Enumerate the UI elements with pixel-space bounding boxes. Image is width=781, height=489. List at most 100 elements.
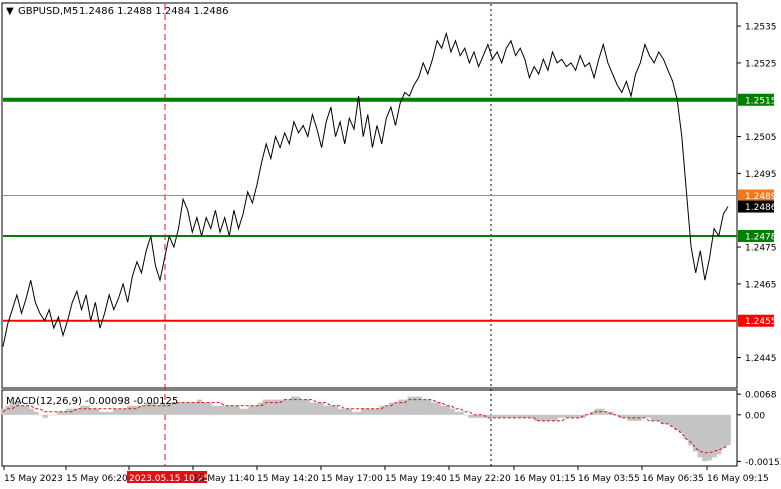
macd-histogram-bar xyxy=(692,414,698,452)
macd-histogram-bar xyxy=(398,399,404,415)
macd-histogram-bar xyxy=(337,408,343,415)
macd-histogram-bar xyxy=(70,408,76,415)
macd-histogram-bar xyxy=(131,405,137,415)
price-level-badge xyxy=(738,230,774,243)
macd-histogram-bar xyxy=(496,414,502,418)
macd-histogram-bar xyxy=(42,414,48,418)
macd-histogram-bar xyxy=(702,414,708,462)
macd-histogram-bar xyxy=(669,414,675,427)
macd-histogram-bar xyxy=(594,408,600,415)
macd-histogram-bar xyxy=(370,408,376,415)
macd-histogram-bar xyxy=(239,408,245,415)
macd-histogram-bar xyxy=(127,405,133,415)
macd-histogram-bar xyxy=(477,414,483,418)
macd-histogram-bar xyxy=(646,414,652,418)
macd-histogram-bar xyxy=(501,414,507,418)
price-level-badge xyxy=(738,314,774,327)
macd-histogram-bar xyxy=(14,402,20,415)
macd-histogram-bar xyxy=(562,414,568,418)
macd-histogram-bar xyxy=(267,399,273,415)
price-level-badge-label: 1.2489 xyxy=(745,192,777,202)
macd-histogram-bar xyxy=(84,405,90,415)
macd-histogram-bar xyxy=(300,399,306,415)
time-label: 15 May 11:40 xyxy=(193,474,255,484)
macd-histogram-bar xyxy=(262,399,268,415)
macd-histogram-bar xyxy=(164,402,170,415)
ohlc-values: 1.2486 1.2488 1.2484 1.2486 xyxy=(79,6,229,17)
price-level-badge xyxy=(738,93,774,106)
price-level-badge xyxy=(738,189,774,202)
macd-histogram-bar xyxy=(538,414,544,421)
macd-histogram-bar xyxy=(618,414,624,418)
macd-histogram-bar xyxy=(510,414,516,418)
macd-histogram-bar xyxy=(192,402,198,415)
macd-histogram-bar xyxy=(412,396,418,415)
macd-histogram-bar xyxy=(435,402,441,415)
macd-histogram-bar xyxy=(566,414,572,418)
time-label: 16 May 01:15 xyxy=(514,474,576,484)
time-label: 16 May 03:55 xyxy=(578,474,640,484)
macd-tick-label: 0.00 xyxy=(745,411,765,421)
macd-histogram-bar xyxy=(491,414,497,418)
macd-histogram-bar xyxy=(487,414,493,418)
price-series-line xyxy=(2,31,729,347)
menu-triangle-icon[interactable]: ▼ xyxy=(6,6,14,17)
macd-histogram-bar xyxy=(431,402,437,415)
macd-histogram-bar xyxy=(683,414,689,440)
macd-histogram-bar xyxy=(697,414,703,458)
macd-histogram-bar xyxy=(304,399,310,415)
macd-histogram-bar xyxy=(407,396,413,415)
macd-histogram-bar xyxy=(557,414,563,418)
y-tick-label: 1.2465 xyxy=(745,280,777,290)
macd-histogram-bar xyxy=(454,411,460,415)
macd-histogram-bar xyxy=(5,405,11,415)
macd-histogram-bar xyxy=(533,414,539,421)
macd-label: MACD(12,26,9) -0.00098 -0.00125 xyxy=(6,396,178,407)
macd-histogram-bar xyxy=(342,408,348,415)
y-tick-label: 1.2445 xyxy=(745,354,777,364)
macd-histogram-bar xyxy=(388,402,394,415)
time-label: 16 May 09:15 xyxy=(707,474,769,484)
macd-histogram-bar xyxy=(571,414,577,418)
price-axis: 1.2535 1.2525 1.2505 1.2495 1.2475 1.2465 1.24… xyxy=(737,23,777,364)
macd-histogram-bar xyxy=(38,414,44,416)
time-axis: 15 May 2023 15 May 06:20 2023.05.15 10:251… xyxy=(3,466,769,484)
time-label: 15 May 14:20 xyxy=(257,474,319,484)
macd-histogram-bar xyxy=(473,414,479,418)
macd-histogram-bar xyxy=(660,414,666,424)
macd-histogram-bar xyxy=(641,414,647,418)
y-tick-label: 1.2525 xyxy=(745,59,777,69)
macd-histogram-bar xyxy=(173,402,179,415)
macd-histogram-bar xyxy=(281,399,287,415)
price-level-badge-label: 1.2486 xyxy=(745,203,777,213)
macd-tick-label: -0.00153 xyxy=(745,458,781,468)
time-highlight-badge xyxy=(127,471,207,483)
y-tick-label: 1.2475 xyxy=(745,244,777,254)
macd-histogram-bar xyxy=(360,408,366,415)
macd-histogram-bar xyxy=(187,402,193,415)
macd-histogram-bar xyxy=(108,411,114,415)
macd-histogram-bar xyxy=(576,414,582,418)
macd-histogram-bar xyxy=(379,405,385,415)
macd-histogram-bar xyxy=(257,402,263,415)
macd-histogram-bar xyxy=(248,405,254,415)
macd-histogram-bar xyxy=(547,414,553,421)
macd-histogram-bar xyxy=(351,411,357,415)
macd-histogram-bar xyxy=(463,414,469,416)
macd-axis: 0.0068 0.00 -0.00153 xyxy=(737,391,781,468)
macd-histogram-bar xyxy=(346,408,352,415)
macd-histogram-bar xyxy=(169,402,175,415)
macd-histogram-bar xyxy=(215,405,221,415)
macd-histogram-bar xyxy=(459,411,465,415)
macd-histogram-bar xyxy=(234,405,240,415)
macd-tick-label: 0.0068 xyxy=(745,391,777,401)
symbol-label: GBPUSD,M5 xyxy=(18,6,78,17)
macd-histogram-bar xyxy=(229,405,235,415)
macd-histogram-bar xyxy=(314,402,320,415)
macd-histogram-bar xyxy=(66,408,72,415)
macd-histogram-bar xyxy=(159,402,165,415)
macd-histogram-bar xyxy=(47,414,53,416)
macd-histogram-bar xyxy=(286,399,292,415)
macd-histogram-bar xyxy=(725,414,731,446)
